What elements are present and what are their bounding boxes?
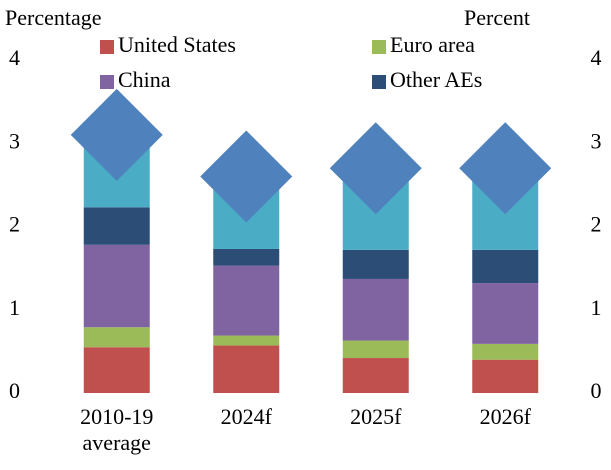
x-tick-label: 2025f: [350, 404, 402, 429]
y2-tick-label: 4: [591, 45, 602, 70]
bar-segment: [213, 345, 280, 393]
bar-segment: [472, 343, 539, 360]
bar-segment: [342, 278, 409, 341]
y-tick-label: 2: [9, 212, 20, 237]
x-tick-label: 2010-19 average: [80, 404, 154, 455]
legend-swatch: [100, 40, 114, 54]
bar-segment: [83, 327, 150, 348]
bar-segment: [83, 207, 150, 245]
y-tick-label: 3: [9, 128, 20, 153]
bar-segment: [213, 265, 280, 336]
diamond-marker: [459, 122, 552, 215]
diamond-marker: [329, 122, 422, 215]
legend-label: Euro area: [390, 32, 475, 57]
legend-swatch: [100, 75, 114, 89]
legend-swatch: [372, 40, 386, 54]
y-axis-title: Percentage: [5, 5, 102, 30]
y2-axis-title: Percent: [464, 5, 530, 30]
legend-swatch: [372, 75, 386, 89]
bar-segment: [83, 244, 150, 328]
bar-segment: [472, 249, 539, 284]
diamond-marker: [70, 88, 163, 181]
bar-segment: [472, 359, 539, 393]
legend-label: United States: [118, 32, 236, 57]
x-tick-label: 2024f: [220, 404, 272, 429]
y-tick-label: 1: [9, 295, 20, 320]
y-tick-label: 0: [9, 378, 20, 403]
y2-tick-label: 2: [591, 212, 602, 237]
bar-segment: [83, 347, 150, 393]
bar-segment: [472, 283, 539, 344]
bar-segment: [213, 335, 280, 346]
y-tick-label: 4: [9, 45, 20, 70]
legend-label: Other AEs: [390, 67, 482, 92]
bar-segment: [213, 248, 280, 266]
y2-tick-label: 0: [591, 378, 602, 403]
bar-segment: [342, 358, 409, 393]
y2-tick-label: 1: [591, 295, 602, 320]
legend-label: China: [118, 67, 171, 92]
y2-tick-label: 3: [591, 128, 602, 153]
diamond-marker: [200, 130, 293, 223]
x-tick-label: 2026f: [479, 404, 531, 429]
bar-segment: [342, 249, 409, 279]
bar-segment: [342, 340, 409, 359]
